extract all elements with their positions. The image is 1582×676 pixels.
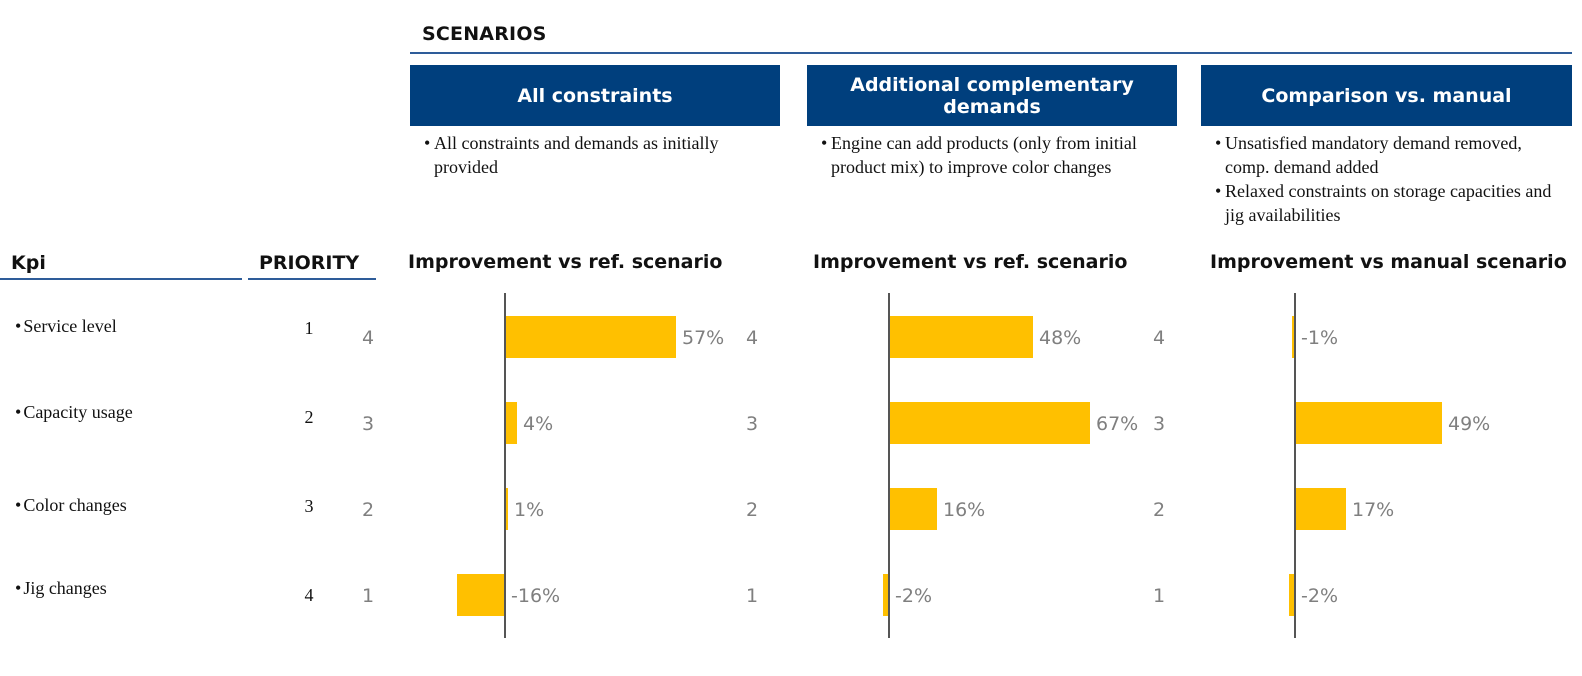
category-label: 4 [1153, 327, 1165, 349]
bar [457, 574, 505, 616]
value-label: -16% [511, 585, 560, 607]
bar [883, 574, 889, 616]
scenario-description-all-constraints: All constraints and demands as initially… [424, 131, 769, 179]
kpi-priority: 2 [304, 407, 314, 427]
category-label: 2 [1153, 499, 1165, 521]
scenarios-title: SCENARIOS [422, 23, 547, 45]
scenario-header-additional-demands: Additional complementary demands [807, 65, 1177, 126]
priority-header-rule [248, 278, 376, 280]
value-label: 17% [1352, 499, 1394, 521]
bar [889, 316, 1033, 358]
category-label: 1 [746, 585, 758, 607]
kpi-priority: 1 [304, 318, 314, 338]
bar [505, 488, 508, 530]
bar [1295, 488, 1346, 530]
bar [505, 316, 676, 358]
kpi-header-rule [0, 278, 242, 280]
scenarios-divider [410, 52, 1572, 54]
kpi-label-jig-changes: Jig changes [15, 578, 106, 599]
bar [889, 402, 1090, 444]
value-label: 16% [943, 499, 985, 521]
bar-chart-2: 4 48% 3 67% 2 16% 1 -2% [746, 293, 1138, 638]
kpi-priority: 4 [304, 585, 314, 605]
bar [1289, 574, 1295, 616]
category-label: 3 [746, 413, 758, 435]
value-label: 4% [523, 413, 553, 435]
scenario-bullet: Engine can add products (only from initi… [821, 131, 1156, 179]
scenario-header-all-constraints: All constraints [410, 65, 780, 126]
priority-column-header: PRIORITY [259, 252, 360, 274]
category-label: 3 [1153, 413, 1165, 435]
scenario-description-additional-demands: Engine can add products (only from initi… [821, 131, 1156, 179]
category-label: 3 [362, 413, 374, 435]
value-label: 49% [1448, 413, 1490, 435]
kpi-priority: 3 [304, 496, 314, 516]
bar [1292, 316, 1295, 358]
value-label: -2% [895, 585, 932, 607]
scenario-header-comparison-manual: Comparison vs. manual [1201, 65, 1572, 126]
scenario-bullet: All constraints and demands as initially… [424, 131, 769, 179]
value-label: -1% [1301, 327, 1338, 349]
chart-title-3: Improvement vs manual scenario [1210, 251, 1567, 273]
value-label: 1% [514, 499, 544, 521]
chart-title-1: Improvement vs ref. scenario [408, 251, 723, 273]
bar [889, 488, 937, 530]
kpi-label-capacity-usage: Capacity usage [15, 402, 132, 423]
scenario-bullet: Relaxed constraints on storage capacitie… [1215, 179, 1567, 227]
category-label: 2 [746, 499, 758, 521]
scenario-bullet: Unsatisfied mandatory demand removed, co… [1215, 131, 1567, 179]
bar [505, 402, 517, 444]
bar-chart-1: 4 57% 3 4% 2 1% 1 -16% [362, 293, 724, 638]
kpi-column-header: Kpi [11, 252, 46, 274]
value-label: 67% [1096, 413, 1138, 435]
value-label: -2% [1301, 585, 1338, 607]
chart-title-2: Improvement vs ref. scenario [813, 251, 1128, 273]
kpi-label-color-changes: Color changes [15, 495, 126, 516]
category-label: 4 [746, 327, 758, 349]
category-label: 4 [362, 327, 374, 349]
category-label: 1 [362, 585, 374, 607]
category-label: 2 [362, 499, 374, 521]
value-label: 48% [1039, 327, 1081, 349]
category-label: 1 [1153, 585, 1165, 607]
kpi-label-service-level: Service level [15, 316, 116, 337]
bar [1295, 402, 1442, 444]
value-label: 57% [682, 327, 724, 349]
scenario-description-comparison-manual: Unsatisfied mandatory demand removed, co… [1215, 131, 1567, 227]
bar-chart-3: 4 -1% 3 49% 2 17% 1 -2% [1153, 293, 1490, 638]
